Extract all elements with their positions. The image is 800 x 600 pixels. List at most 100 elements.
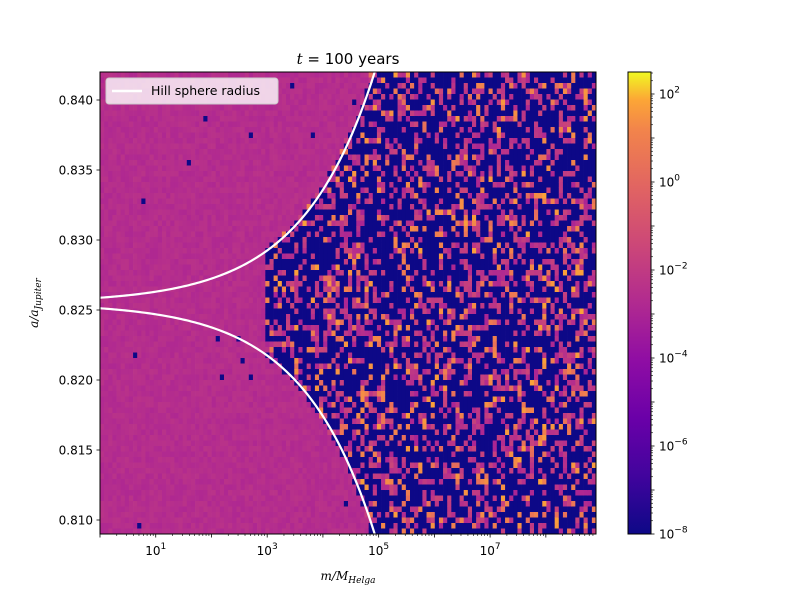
heatmap-cell bbox=[153, 231, 159, 238]
heatmap-cell bbox=[104, 143, 109, 150]
heatmap-cell bbox=[331, 286, 336, 293]
heatmap-cell bbox=[335, 490, 341, 496]
heatmap-cell bbox=[290, 325, 295, 331]
heatmap-cell bbox=[224, 116, 229, 122]
heatmap-cell bbox=[166, 418, 171, 425]
heatmap-cell bbox=[290, 512, 295, 518]
heatmap-cell bbox=[199, 380, 204, 386]
heatmap-cell bbox=[108, 407, 113, 414]
heatmap-cell bbox=[162, 253, 167, 260]
heatmap-cell bbox=[120, 187, 126, 194]
heatmap-cell bbox=[331, 105, 336, 111]
heatmap-cell bbox=[265, 501, 270, 507]
heatmap-cell bbox=[339, 358, 345, 364]
heatmap-cell bbox=[339, 270, 345, 276]
heatmap-cell bbox=[248, 457, 254, 463]
heatmap-cell bbox=[120, 512, 126, 518]
heatmap-cell bbox=[141, 127, 146, 133]
heatmap-cell bbox=[219, 385, 225, 392]
heatmap-cell bbox=[306, 121, 312, 128]
heatmap-cell bbox=[265, 391, 270, 397]
heatmap-cell bbox=[236, 176, 241, 183]
heatmap-cell bbox=[294, 440, 299, 447]
heatmap-cell bbox=[203, 198, 208, 205]
heatmap-cell bbox=[186, 495, 192, 502]
heatmap-cell bbox=[145, 270, 150, 276]
heatmap-cell bbox=[273, 165, 279, 172]
heatmap-cell bbox=[335, 292, 341, 298]
heatmap-cell bbox=[277, 352, 283, 359]
heatmap-cell bbox=[228, 204, 233, 210]
heatmap-cell bbox=[162, 495, 167, 502]
heatmap-cell bbox=[162, 363, 167, 370]
heatmap-cell bbox=[298, 121, 303, 128]
heatmap-cell bbox=[120, 138, 126, 144]
heatmap-cell bbox=[339, 165, 345, 172]
heatmap-cell bbox=[290, 259, 295, 265]
heatmap-cell bbox=[257, 182, 262, 188]
heatmap-cell bbox=[219, 264, 225, 271]
heatmap-cell bbox=[203, 424, 208, 430]
heatmap-cell bbox=[104, 336, 109, 342]
heatmap-cell bbox=[182, 490, 188, 496]
heatmap-cell bbox=[281, 193, 287, 199]
heatmap-cell bbox=[108, 308, 113, 315]
heatmap-cell bbox=[319, 248, 324, 254]
heatmap-cell bbox=[248, 484, 254, 491]
heatmap-cell bbox=[133, 407, 138, 414]
heatmap-cell bbox=[327, 231, 332, 238]
heatmap-cell bbox=[310, 308, 316, 315]
heatmap-cell bbox=[149, 248, 155, 254]
heatmap-cell bbox=[261, 182, 266, 188]
heatmap-cell bbox=[166, 385, 171, 392]
heatmap-cell bbox=[343, 220, 349, 227]
heatmap-cell bbox=[248, 242, 254, 249]
heatmap-cell bbox=[294, 424, 299, 430]
heatmap-cell bbox=[162, 468, 167, 474]
heatmap-cell bbox=[203, 259, 208, 265]
heatmap-cell bbox=[331, 121, 336, 128]
heatmap-cell bbox=[228, 330, 233, 337]
heatmap-cell bbox=[166, 528, 171, 534]
heatmap-cell bbox=[141, 424, 146, 430]
heatmap-cell bbox=[224, 418, 229, 425]
heatmap-cell bbox=[343, 292, 349, 298]
heatmap-cell bbox=[265, 149, 270, 155]
heatmap-cell bbox=[286, 297, 291, 304]
heatmap-cell bbox=[281, 198, 287, 205]
heatmap-cell bbox=[298, 226, 303, 232]
heatmap-cell bbox=[265, 237, 270, 243]
heatmap-cell bbox=[228, 314, 233, 320]
heatmap-cell bbox=[290, 231, 295, 238]
heatmap-cell bbox=[306, 457, 312, 463]
heatmap-cell bbox=[116, 336, 122, 342]
heatmap-cell bbox=[306, 506, 312, 513]
heatmap-cell bbox=[116, 220, 122, 227]
heatmap-cell bbox=[335, 468, 341, 474]
heatmap-cell bbox=[100, 237, 105, 243]
heatmap-cell bbox=[286, 435, 291, 441]
heatmap-cell bbox=[157, 407, 163, 414]
heatmap-cell bbox=[190, 297, 196, 304]
heatmap-cell bbox=[298, 352, 303, 359]
heatmap-cell bbox=[137, 325, 142, 331]
heatmap-cell bbox=[178, 517, 184, 524]
heatmap-cell bbox=[207, 407, 212, 414]
heatmap-cell bbox=[162, 121, 167, 128]
heatmap-cell bbox=[112, 490, 117, 496]
heatmap-cell bbox=[286, 418, 291, 425]
heatmap-cell bbox=[145, 440, 150, 447]
heatmap-cell bbox=[211, 127, 217, 133]
heatmap-cell bbox=[306, 358, 312, 364]
heatmap-cell bbox=[319, 391, 324, 397]
heatmap-cell bbox=[190, 490, 196, 496]
heatmap-cell bbox=[277, 517, 283, 524]
heatmap-cell bbox=[170, 209, 175, 216]
heatmap-cell bbox=[133, 264, 138, 271]
heatmap-cell bbox=[236, 352, 241, 359]
heatmap-cell bbox=[281, 88, 287, 95]
heatmap-cell bbox=[310, 204, 316, 210]
heatmap-cell bbox=[104, 72, 109, 78]
heatmap-cell bbox=[157, 314, 163, 320]
heatmap-cell bbox=[319, 165, 324, 172]
